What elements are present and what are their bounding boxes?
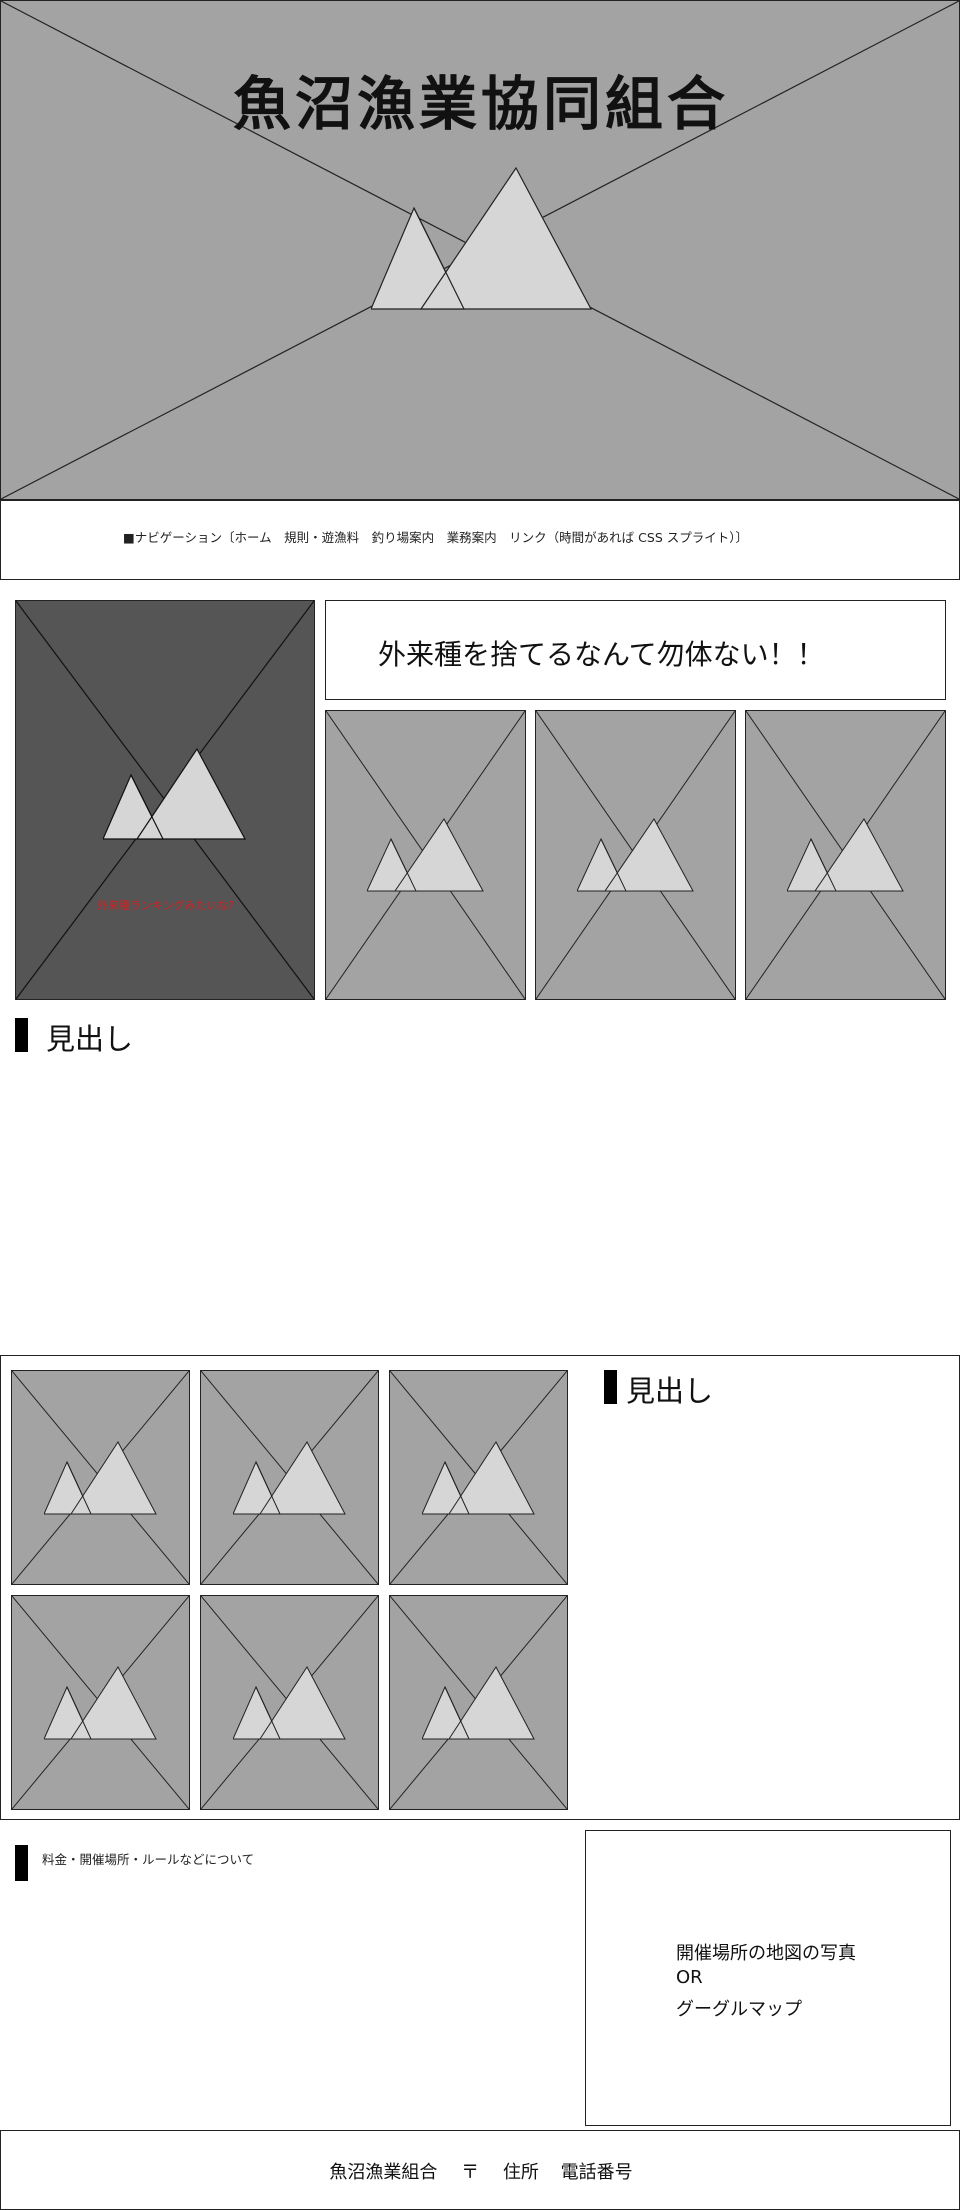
map-line-1: 開催場所の地図の写真 <box>676 1943 856 1964</box>
section-heading-text: 見出し <box>626 1374 714 1408</box>
feature-thumbnail-3[interactable] <box>745 710 946 1000</box>
hero-image: 魚沼漁業協同組合 <box>0 0 960 500</box>
heading-bar-icon <box>15 1018 28 1052</box>
map-placeholder[interactable]: 開催場所の地図の写真 OR グーグルマップ <box>585 1830 951 2126</box>
image-placeholder-icon <box>576 818 694 892</box>
footer-org: 魚沼漁業組合 <box>329 2162 438 2183</box>
feature-thumbnail-1[interactable] <box>325 710 526 1000</box>
gallery-image[interactable] <box>200 1595 379 1810</box>
footer-address: 住所 <box>502 2162 539 2183</box>
feature-image: 外来種ランキングみたいな? <box>15 600 315 1000</box>
image-placeholder-icon <box>366 818 484 892</box>
map-line-3: グーグルマップ <box>676 1999 802 2020</box>
banner-headline: 外来種を捨てるなんて勿体ない！！ <box>378 638 825 671</box>
heading-bar-icon <box>15 1845 28 1881</box>
navigation-placeholder[interactable]: ■ナビゲーション〔ホーム 規則・遊漁料 釣り場案内 業務案内 リンク（時間があれ… <box>123 530 748 545</box>
gallery-image[interactable] <box>389 1370 568 1585</box>
feature-banner: 外来種を捨てるなんて勿体ない！！ <box>325 600 946 700</box>
map-line-2: OR <box>676 1967 703 1988</box>
gallery-image[interactable] <box>11 1595 190 1810</box>
image-placeholder-icon <box>421 1440 535 1514</box>
navigation-bar: ■ナビゲーション〔ホーム 規則・遊漁料 釣り場案内 業務案内 リンク（時間があれ… <box>0 500 960 580</box>
footer-postal-icon: 〒 <box>461 2162 480 2183</box>
image-placeholder-icon <box>103 747 246 840</box>
image-placeholder-icon <box>43 1440 157 1514</box>
section-heading-text: 見出し <box>46 1022 134 1056</box>
image-placeholder-icon <box>371 166 592 310</box>
gallery-image[interactable] <box>11 1370 190 1585</box>
info-label: 料金・開催場所・ルールなどについて <box>42 1852 255 1867</box>
image-placeholder-icon <box>232 1665 346 1739</box>
heading-bar-icon <box>604 1370 617 1404</box>
footer-contact: 魚沼漁業組合 〒 住所 電話番号 <box>1 2158 960 2184</box>
image-placeholder-icon <box>786 818 904 892</box>
footer-phone: 電話番号 <box>560 2162 633 2183</box>
ranking-caption: 外来種ランキングみたいな? <box>97 899 235 912</box>
footer: 魚沼漁業組合 〒 住所 電話番号 <box>0 2130 960 2210</box>
image-placeholder-icon <box>421 1665 535 1739</box>
gallery-image[interactable] <box>389 1595 568 1810</box>
image-placeholder-icon <box>232 1440 346 1514</box>
feature-thumbnail-2[interactable] <box>535 710 736 1000</box>
gallery-image[interactable] <box>200 1370 379 1585</box>
logo[interactable]: 魚沼漁業協同組合 <box>232 70 729 138</box>
image-placeholder-icon <box>43 1665 157 1739</box>
